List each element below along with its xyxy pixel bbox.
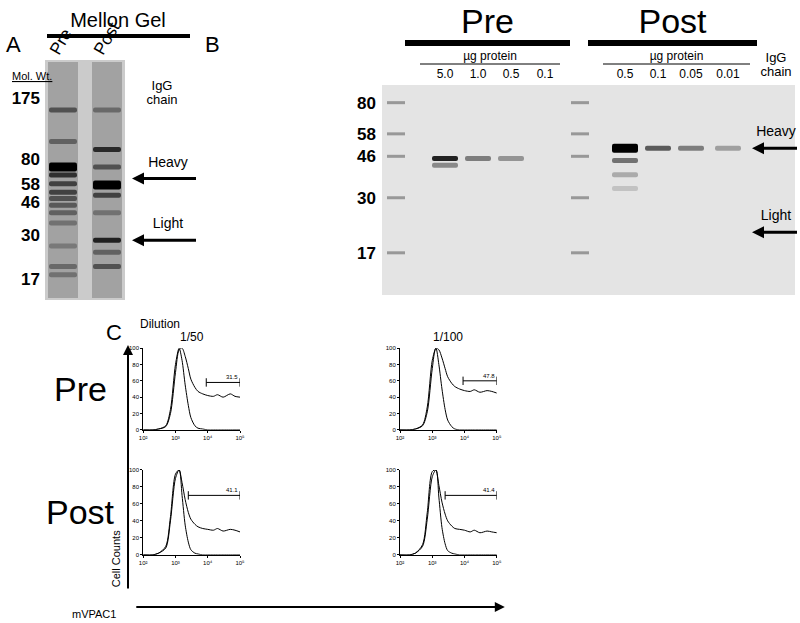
svg-text:10³: 10³ (171, 560, 180, 566)
svg-text:0.1: 0.1 (650, 67, 667, 81)
svg-text:µg protein: µg protein (463, 49, 517, 63)
svg-text:10³: 10³ (428, 435, 437, 441)
svg-text:1/100: 1/100 (433, 330, 463, 344)
svg-text:30: 30 (21, 226, 40, 245)
svg-text:80: 80 (389, 362, 396, 368)
svg-text:Post: Post (46, 493, 115, 531)
svg-text:Pre: Pre (54, 370, 107, 408)
svg-text:IgGchain: IgGchain (760, 50, 791, 79)
svg-text:Dilution: Dilution (140, 317, 180, 331)
svg-text:5.0: 5.0 (437, 67, 454, 81)
svg-text:100: 100 (129, 345, 140, 351)
svg-text:1/50: 1/50 (180, 330, 204, 344)
svg-text:30: 30 (357, 189, 376, 208)
svg-text:10³: 10³ (171, 435, 180, 441)
svg-text:A: A (6, 32, 21, 57)
svg-text:80: 80 (21, 150, 40, 169)
svg-text:10⁴: 10⁴ (203, 560, 213, 566)
svg-text:Post: Post (90, 19, 124, 58)
svg-text:C: C (106, 320, 122, 345)
svg-text:31.5: 31.5 (226, 374, 238, 380)
svg-text:0: 0 (392, 552, 396, 558)
svg-text:10⁴: 10⁴ (460, 435, 470, 441)
svg-text:10²: 10² (139, 560, 148, 566)
svg-text:46: 46 (357, 147, 376, 166)
svg-text:20: 20 (389, 411, 396, 417)
svg-text:60: 60 (389, 378, 396, 384)
svg-text:0.05: 0.05 (679, 67, 703, 81)
svg-text:10⁵: 10⁵ (492, 560, 502, 566)
svg-text:10⁵: 10⁵ (235, 560, 245, 566)
svg-text:17: 17 (357, 244, 376, 263)
svg-text:mVPAC1: mVPAC1 (72, 608, 116, 620)
svg-text:10⁴: 10⁴ (460, 560, 470, 566)
svg-text:10²: 10² (139, 435, 148, 441)
svg-text:Heavy: Heavy (148, 154, 188, 170)
svg-text:0.5: 0.5 (503, 67, 520, 81)
svg-text:46: 46 (21, 193, 40, 212)
svg-text:40: 40 (389, 394, 396, 400)
svg-text:40: 40 (132, 394, 139, 400)
svg-text:100: 100 (129, 467, 140, 473)
svg-text:58: 58 (21, 175, 40, 194)
svg-text:Mellon Gel: Mellon Gel (70, 9, 166, 31)
svg-text:0: 0 (392, 427, 396, 433)
svg-text:Pre: Pre (46, 26, 76, 58)
svg-text:41.1: 41.1 (226, 487, 238, 493)
svg-text:10²: 10² (396, 435, 405, 441)
svg-text:10³: 10³ (428, 560, 437, 566)
svg-text:80: 80 (389, 484, 396, 490)
svg-text:Post: Post (638, 2, 707, 40)
svg-text:40: 40 (389, 518, 396, 524)
svg-text:0.1: 0.1 (537, 67, 554, 81)
svg-text:47.8: 47.8 (483, 373, 495, 379)
svg-text:60: 60 (132, 378, 139, 384)
svg-text:100: 100 (386, 345, 397, 351)
svg-text:100: 100 (386, 467, 397, 473)
svg-text:Heavy: Heavy (756, 123, 796, 139)
svg-text:10⁵: 10⁵ (235, 435, 245, 441)
svg-text:80: 80 (132, 362, 139, 368)
svg-text:58: 58 (357, 125, 376, 144)
svg-text:Mol. Wt.: Mol. Wt. (12, 70, 52, 82)
svg-text:B: B (205, 32, 220, 57)
svg-text:0: 0 (136, 552, 140, 558)
svg-text:10⁴: 10⁴ (203, 435, 213, 441)
svg-text:Cell Counts: Cell Counts (110, 530, 122, 587)
svg-text:10⁵: 10⁵ (492, 435, 502, 441)
svg-text:Light: Light (761, 207, 791, 223)
svg-text:40: 40 (132, 518, 139, 524)
svg-text:80: 80 (357, 94, 376, 113)
svg-text:0: 0 (136, 427, 140, 433)
svg-text:20: 20 (132, 535, 139, 541)
svg-text:Pre: Pre (461, 2, 514, 40)
svg-text:IgGchain: IgGchain (146, 78, 177, 107)
svg-text:20: 20 (389, 535, 396, 541)
svg-text:60: 60 (132, 501, 139, 507)
svg-text:60: 60 (389, 501, 396, 507)
svg-text:0.5: 0.5 (617, 67, 634, 81)
svg-text:175: 175 (12, 89, 40, 108)
svg-text:Light: Light (153, 215, 183, 231)
svg-text:0.01: 0.01 (716, 67, 740, 81)
svg-text:80: 80 (132, 484, 139, 490)
svg-text:20: 20 (132, 411, 139, 417)
svg-text:10²: 10² (396, 560, 405, 566)
svg-text:41.4: 41.4 (483, 487, 495, 493)
svg-text:µg protein: µg protein (650, 49, 704, 63)
svg-text:1.0: 1.0 (470, 67, 487, 81)
svg-text:17: 17 (21, 270, 40, 289)
